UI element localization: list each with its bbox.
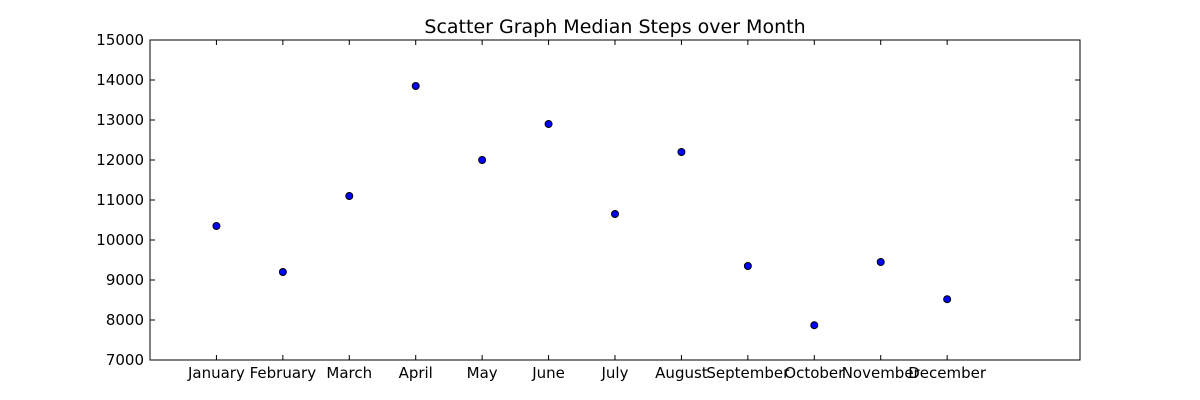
x-tick-label: May	[467, 364, 498, 382]
x-tick-label: December	[908, 364, 987, 382]
y-axis: 7000 8000 9000 10000 11000 12000 13000 14000 150…	[96, 31, 1080, 369]
x-tick-label: July	[601, 364, 629, 382]
data-point	[411, 82, 420, 90]
y-tick-label: 11000	[96, 191, 144, 209]
x-tick-label: October	[784, 364, 845, 382]
chart-title: Scatter Graph Median Steps over Month	[424, 16, 805, 38]
x-tick-label: March	[326, 364, 372, 382]
y-tick-label: 8000	[106, 311, 144, 329]
y-tick-label: 12000	[96, 151, 144, 169]
y-tick-label: 7000	[106, 351, 144, 369]
data-point	[611, 210, 619, 218]
data-point	[677, 148, 686, 156]
data-point	[876, 258, 885, 266]
data-point	[278, 268, 287, 276]
x-tick-label: January	[187, 364, 245, 382]
x-tick-label: August	[655, 364, 708, 382]
y-tick-label: 14000	[96, 71, 144, 89]
x-tick-label: April	[399, 364, 433, 382]
y-tick-label: 13000	[96, 111, 144, 129]
x-tick-label: February	[250, 364, 317, 382]
data-point	[478, 156, 487, 164]
data-point	[943, 295, 952, 304]
data-points	[212, 82, 952, 330]
x-tick-label: June	[531, 364, 565, 382]
data-point	[810, 321, 819, 330]
y-tick-label: 9000	[106, 271, 144, 289]
data-point	[345, 192, 354, 200]
y-tick-label: 15000	[96, 31, 144, 49]
y-tick-label: 10000	[96, 231, 144, 249]
data-point	[544, 120, 553, 128]
x-tick-label: November	[842, 364, 921, 382]
data-point	[743, 262, 752, 270]
data-point	[212, 222, 221, 230]
x-tick-label: September	[706, 364, 790, 382]
x-axis: January February March April May June July Augu…	[187, 40, 987, 382]
